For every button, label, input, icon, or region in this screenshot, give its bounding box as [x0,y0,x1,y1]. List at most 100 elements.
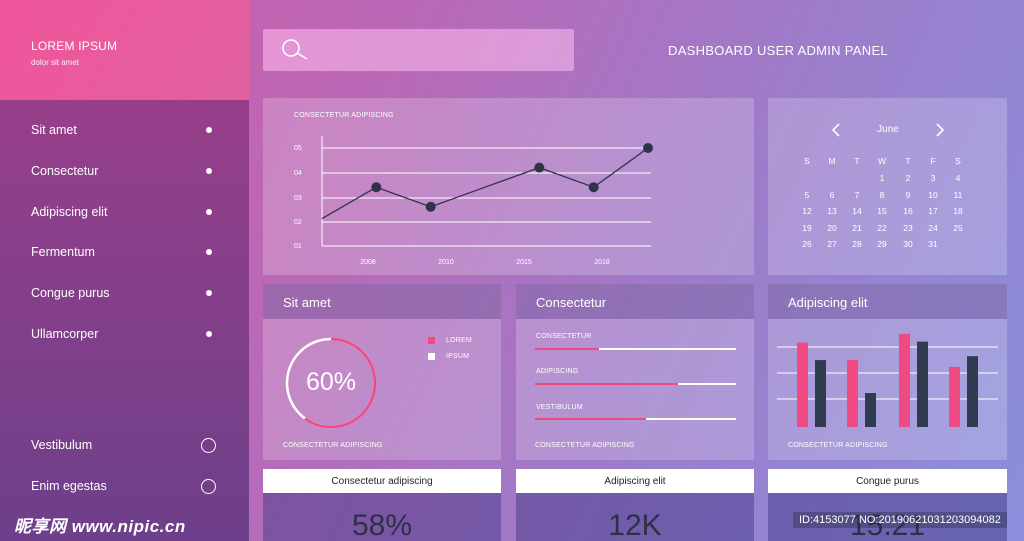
sidebar-item-label: Congue purus [31,286,110,300]
sidebar: LOREM IPSUM dolor sit amet Sit amet Cons… [0,0,249,541]
y-tick-label: 03 [294,195,302,202]
circle-icon [201,437,216,453]
bar [815,360,826,427]
y-tick-label: 02 [294,219,302,226]
stat-card: 12K [516,493,754,541]
calendar-day[interactable]: 19 [802,223,812,233]
calendar-day[interactable]: 7 [854,190,860,200]
dot-icon [206,168,212,174]
legend-label: LOREM [446,337,472,344]
sidebar-item-congue-purus[interactable]: Congue purus [31,283,216,303]
progress-label: ADIPISCING [536,368,579,375]
calendar-day[interactable]: 10 [928,190,938,200]
data-point [371,182,382,193]
circle-icon [201,478,216,494]
calendar-day[interactable]: 8 [879,190,885,200]
y-tick-label: 01 [294,243,302,250]
calendar-day[interactable]: 27 [827,239,837,249]
sidebar-item-label: Ullamcorper [31,327,99,341]
sidebar-item-ullamcorper[interactable]: Ullamcorper [31,324,216,344]
calendar-panel: June S M T W T F S 1 2 3 4 5 6 7 8 9 10 11 12 13 14 15 16 17 18 1… [768,98,1007,275]
legend-swatch [428,337,435,344]
dot-icon [206,290,212,296]
sidebar-item-adipiscing-elit[interactable]: Adipiscing elit [31,202,216,222]
search-input[interactable] [263,29,574,71]
data-point [425,201,436,212]
calendar-day[interactable]: 5 [804,190,810,200]
calendar-day[interactable]: 14 [852,206,862,216]
dot-icon [206,249,212,255]
sidebar-item-sit-amet[interactable]: Sit amet [31,120,216,140]
calendar-day[interactable]: 21 [852,223,862,233]
progress-panel: Consectetur CONSECTETUR ADIPISCING VESTI… [516,284,754,460]
chevron-left-icon[interactable] [831,123,841,137]
calendar-day[interactable]: 13 [827,206,837,216]
page-title: DASHBOARD USER ADMIN PANEL [668,43,888,58]
calendar-day[interactable]: 16 [903,206,913,216]
calendar-day[interactable]: 18 [953,206,963,216]
calendar-day[interactable]: 6 [829,190,835,200]
calendar-day[interactable]: 22 [877,223,887,233]
progress-bar [535,418,736,420]
sidebar-item-label: Sit amet [31,123,77,137]
bar [917,341,928,427]
data-point [588,182,599,193]
sidebar-item-vestibulum[interactable]: Vestibulum [31,435,216,455]
calendar-day[interactable]: 31 [928,239,938,249]
weekday-label: S [955,156,961,166]
weekday-label: F [930,156,936,166]
donut-arc [285,337,377,429]
line-chart-panel: CONSECTETUR ADIPISCING 05 04 03 02 01 2008 201… [263,98,754,275]
data-point [643,143,653,153]
sidebar-item-label: Enim egestas [31,479,107,493]
stat-value: 58% [351,509,413,541]
dot-icon [206,127,212,133]
calendar-day[interactable]: 11 [953,190,963,200]
calendar-day[interactable]: 17 [928,206,938,216]
bar [797,342,808,427]
stat-card: 15.21 [768,493,1007,541]
calendar-day[interactable]: 3 [930,173,936,183]
progress-fill [535,418,646,420]
calendar-day[interactable]: 9 [905,190,911,200]
calendar-day[interactable]: 1 [879,173,885,183]
data-point [534,162,545,173]
weekday-label: W [877,156,887,166]
sidebar-item-fermentum[interactable]: Fermentum [31,242,216,262]
progress-fill [535,383,678,385]
calendar-day[interactable]: 25 [953,223,963,233]
calendar-day[interactable]: 2 [905,173,911,183]
sidebar-item-consectetur[interactable]: Consectetur [31,161,216,181]
weekday-label: T [905,156,911,166]
calendar-day[interactable]: 23 [903,223,913,233]
sidebar-item-label: Fermentum [31,245,95,259]
calendar-day[interactable]: 4 [955,173,961,183]
chevron-right-icon[interactable] [935,123,945,137]
x-tick-label: 2010 [438,259,454,266]
id-watermark: ID:4153077 NO:20190621031203094082 [793,512,1007,528]
donut-caption: CONSECTETUR ADIPISCING [283,442,383,449]
calendar-day[interactable]: 28 [852,239,862,249]
calendar-day[interactable]: 30 [903,239,913,249]
bar [847,360,858,427]
y-tick-label: 04 [294,170,302,177]
calendar-grid: S M T W T F S 1 2 3 4 5 6 7 8 9 10 11 12 13 14 15 16 17 18 19 20 21… [768,98,1007,275]
calendar-day[interactable]: 24 [928,223,938,233]
y-tick-label: 05 [294,145,302,152]
calendar-day[interactable]: 26 [802,239,812,249]
calendar-day[interactable]: 29 [877,239,887,249]
sidebar-item-label: Consectetur [31,164,99,178]
calendar-day[interactable]: 15 [877,206,887,216]
calendar-day[interactable]: 20 [827,223,837,233]
legend-label: IPSUM [446,353,470,360]
stat-card: 58% [263,493,501,541]
progress-bar [535,383,736,385]
brand-title: LOREM IPSUM [31,39,118,53]
sidebar-item-enim-egestas[interactable]: Enim egestas [31,476,216,496]
dot-icon [206,331,212,337]
progress-caption: CONSECTETUR ADIPISCING [535,442,635,449]
progress-label: CONSECTETUR [536,333,592,340]
x-tick-label: 2018 [594,259,610,266]
calendar-day[interactable]: 12 [802,206,812,216]
progress-label: VESTIBULUM [536,404,583,411]
